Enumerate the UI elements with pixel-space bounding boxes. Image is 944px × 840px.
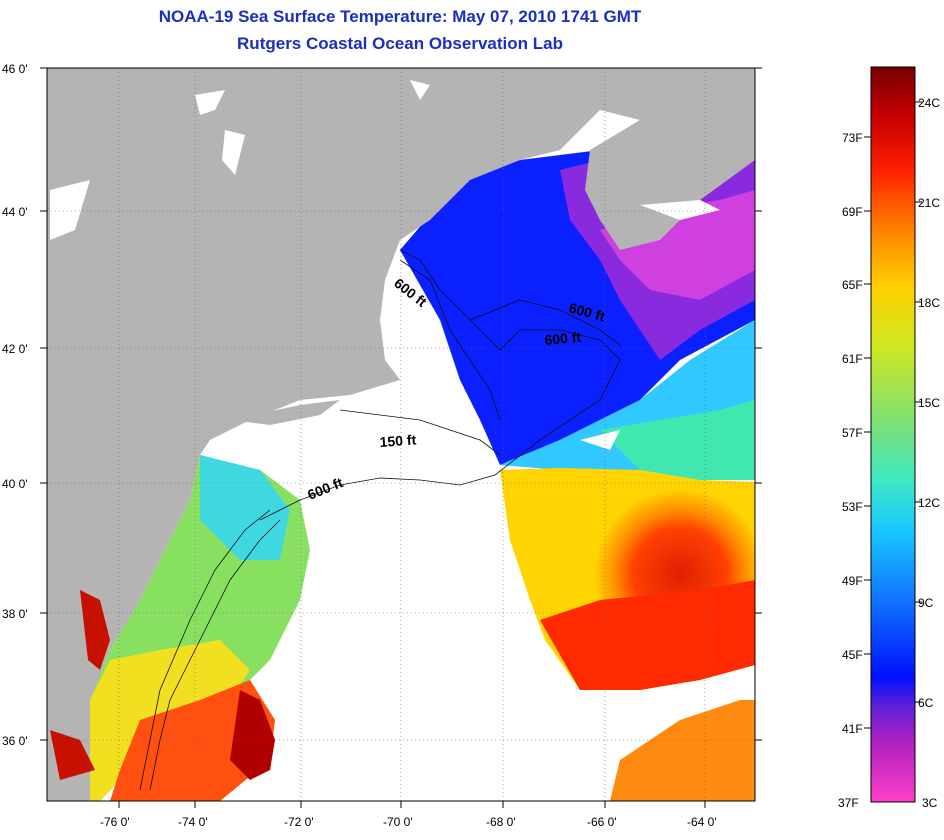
- celsius-labels: 24C 21C 18C 15C 12C 9C 6C 3C: [918, 96, 940, 810]
- latitude-labels: 46 0' 44 0' 42 0' 40 0' 38 0' 36 0': [2, 62, 28, 748]
- lon-label: -68 0': [486, 815, 516, 829]
- fahrenheit-label: 57F: [842, 426, 863, 440]
- contour-label: 150 ft: [379, 431, 417, 450]
- land-region: [47, 68, 755, 801]
- lon-label: -66 0': [587, 815, 617, 829]
- fahrenheit-label: 69F: [842, 205, 863, 219]
- fahrenheit-label: 65F: [842, 278, 863, 292]
- lon-label: -76 0': [100, 815, 130, 829]
- lat-label: 46 0': [2, 62, 28, 76]
- celsius-label: 24C: [918, 96, 940, 110]
- celsius-label: 12C: [918, 496, 940, 510]
- map-subtitle: Rutgers Coastal Ocean Observation Lab: [237, 34, 563, 53]
- celsius-label: 9C: [918, 596, 934, 610]
- lon-label: -64 0': [687, 815, 717, 829]
- colorbar: 73F 69F 65F 61F 57F 53F 49F 45F 41F 37F …: [838, 66, 940, 810]
- map-title: NOAA-19 Sea Surface Temperature: May 07,…: [158, 7, 642, 26]
- fahrenheit-labels: 73F 69F 65F 61F 57F 53F 49F 45F 41F 37F: [838, 131, 863, 810]
- celsius-label: 15C: [918, 396, 940, 410]
- lat-label: 36 0': [2, 734, 28, 748]
- left-ticks: [40, 67, 762, 808]
- celsius-label: 6C: [918, 696, 934, 710]
- fahrenheit-label: 37F: [838, 796, 859, 810]
- lon-label: -74 0': [178, 815, 208, 829]
- lat-label: 42 0': [2, 342, 28, 356]
- fahrenheit-label: 49F: [842, 574, 863, 588]
- lat-label: 40 0': [2, 477, 28, 491]
- lat-label: 38 0': [2, 607, 28, 621]
- lon-label: -72 0': [284, 815, 314, 829]
- celsius-label: 18C: [918, 296, 940, 310]
- colorbar-gradient: [870, 66, 916, 803]
- contour-label: 600 ft: [544, 329, 582, 348]
- colorbar-ticks: [864, 101, 922, 729]
- lat-label: 44 0': [2, 205, 28, 219]
- fahrenheit-label: 41F: [842, 722, 863, 736]
- fahrenheit-label: 73F: [842, 131, 863, 145]
- fahrenheit-label: 53F: [842, 500, 863, 514]
- celsius-label: 3C: [922, 796, 938, 810]
- map-area: [47, 68, 755, 801]
- fahrenheit-label: 45F: [842, 648, 863, 662]
- celsius-label: 21C: [918, 196, 940, 210]
- lon-label: -70 0': [383, 815, 413, 829]
- longitude-labels: -76 0' -74 0' -72 0' -70 0' -68 0' -66 0…: [100, 815, 717, 829]
- fahrenheit-label: 61F: [842, 352, 863, 366]
